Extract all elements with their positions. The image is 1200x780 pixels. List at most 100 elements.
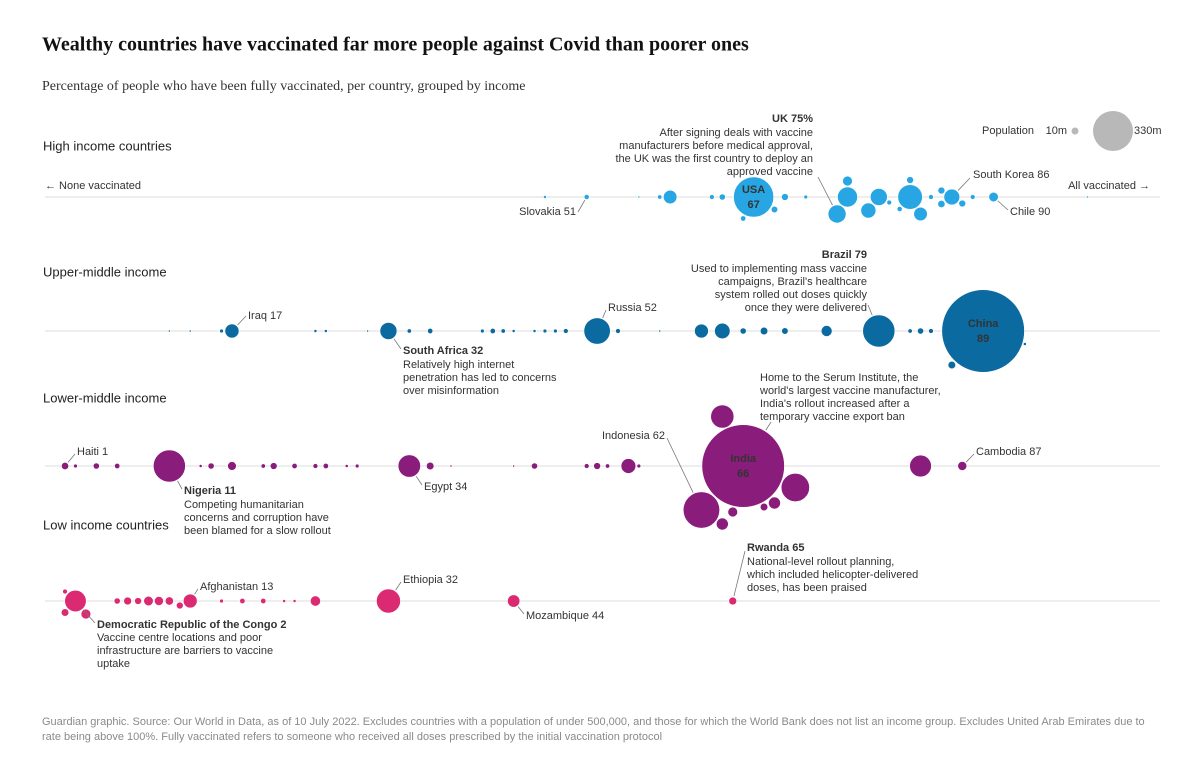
country-label: Cambodia 87 bbox=[976, 446, 1041, 458]
country-bubble bbox=[354, 463, 360, 469]
country-bubble bbox=[406, 328, 412, 334]
legend-label: 10m bbox=[1046, 125, 1067, 137]
country-label: Afghanistan 13 bbox=[200, 581, 273, 593]
country-bubble bbox=[427, 328, 434, 334]
country-bubble bbox=[913, 206, 928, 222]
country-bubble bbox=[907, 328, 913, 334]
country-bubble bbox=[123, 596, 132, 606]
country-bubble bbox=[906, 176, 914, 184]
annotation-text: system rolled out doses quickly bbox=[715, 289, 868, 301]
country-bubble bbox=[224, 323, 240, 339]
legend-title: Population bbox=[982, 125, 1034, 137]
country-bubble bbox=[344, 464, 349, 468]
country-bubble bbox=[842, 175, 853, 187]
country-bubble bbox=[657, 194, 663, 200]
country-bubble bbox=[759, 326, 769, 336]
country-bubble bbox=[768, 496, 781, 510]
country-bubble bbox=[154, 596, 164, 606]
country-bubble bbox=[637, 195, 641, 199]
leader-line bbox=[997, 200, 1009, 211]
country-bubble bbox=[219, 598, 224, 604]
annotation-text: After signing deals with vaccine bbox=[660, 127, 813, 139]
country-bubble bbox=[563, 328, 569, 334]
annotation-text: doses, has been praised bbox=[747, 582, 867, 594]
country-bubble bbox=[376, 588, 401, 614]
country-bubble bbox=[636, 463, 642, 469]
annotation-text: manufacturers before medical approval, bbox=[619, 140, 813, 152]
country-bubble bbox=[714, 322, 731, 340]
chart: Wealthy countries have vaccinated far mo… bbox=[42, 34, 1162, 670]
annotation-text: been blamed for a slow rollout bbox=[184, 525, 331, 537]
leader-line bbox=[765, 421, 772, 431]
country-bubble bbox=[583, 194, 590, 200]
country-bubble bbox=[740, 215, 747, 222]
country-bubble bbox=[583, 317, 611, 345]
country-bubble bbox=[366, 329, 369, 333]
country-bubble bbox=[313, 329, 318, 333]
country-bubble bbox=[543, 195, 547, 199]
country-bubble bbox=[583, 463, 590, 469]
country-bubble bbox=[542, 328, 548, 334]
annotation-text: which included helicopter-delivered bbox=[746, 569, 918, 581]
country-bubble bbox=[715, 517, 729, 531]
country-bubble bbox=[511, 329, 516, 333]
annotation-text: uptake bbox=[97, 658, 130, 670]
country-bubble bbox=[837, 186, 858, 208]
leader-line bbox=[393, 338, 402, 350]
country-bubble bbox=[239, 598, 246, 604]
country-bubble bbox=[219, 328, 224, 334]
country-bubble bbox=[143, 595, 154, 607]
country-label: Haiti 1 bbox=[77, 446, 108, 458]
country-bubble bbox=[282, 599, 286, 603]
country-bubble bbox=[60, 608, 70, 617]
country-bubble bbox=[701, 424, 785, 508]
country-bubble bbox=[322, 463, 329, 469]
annotation-text: the UK was the first country to deploy a… bbox=[616, 153, 814, 165]
bubble-value: 89 bbox=[977, 333, 989, 345]
country-bubble bbox=[92, 462, 100, 470]
chart-title: Wealthy countries have vaccinated far mo… bbox=[42, 34, 749, 56]
annotation-text: infrastructure are barriers to vaccine bbox=[97, 645, 273, 657]
country-bubble bbox=[269, 462, 278, 470]
country-label: South Korea 86 bbox=[973, 169, 1049, 181]
bubble-value: 66 bbox=[737, 468, 749, 480]
leader-line bbox=[965, 453, 975, 463]
country-bubble bbox=[426, 461, 435, 471]
annotation-text: campaigns, Brazil's healthcare bbox=[718, 276, 867, 288]
leader-line bbox=[666, 437, 694, 493]
country-bubble bbox=[869, 188, 888, 206]
country-bubble bbox=[64, 589, 87, 613]
country-bubble bbox=[379, 322, 398, 340]
country-label: Indonesia 62 bbox=[602, 430, 665, 442]
leader-line bbox=[733, 550, 746, 597]
chart-subtitle: Percentage of people who have been fully… bbox=[42, 79, 525, 94]
country-bubble bbox=[727, 506, 738, 518]
group-label: Lower-middle income bbox=[43, 390, 167, 405]
country-bubble bbox=[860, 202, 877, 219]
country-bubble bbox=[781, 327, 789, 335]
annotation-text: India's rollout increased after a bbox=[760, 398, 910, 410]
country-bubble bbox=[937, 186, 946, 195]
annotation-text: world's largest vaccine manufacturer, bbox=[759, 385, 941, 397]
country-bubble bbox=[1086, 195, 1089, 199]
country-bubble bbox=[489, 328, 496, 334]
country-bubble bbox=[80, 608, 92, 620]
country-bubble bbox=[449, 464, 453, 468]
country-bubble bbox=[896, 206, 903, 212]
country-bubble bbox=[803, 194, 808, 200]
country-bubble bbox=[113, 597, 121, 605]
annotation-text: Vaccine centre locations and poor bbox=[97, 632, 262, 644]
country-bubble bbox=[593, 462, 601, 470]
leader-line bbox=[817, 176, 833, 206]
annotation-text: penetration has led to concerns bbox=[403, 372, 557, 384]
leader-line bbox=[82, 609, 96, 624]
country-bubble bbox=[770, 205, 779, 214]
country-bubble bbox=[292, 599, 297, 603]
country-bubble bbox=[917, 327, 924, 335]
leader-line bbox=[395, 581, 402, 591]
country-bubble bbox=[309, 595, 321, 607]
bubble-label: China bbox=[968, 318, 999, 330]
leader-line bbox=[194, 588, 199, 595]
legend-label: 330m bbox=[1134, 125, 1162, 137]
leader-line bbox=[517, 606, 525, 615]
